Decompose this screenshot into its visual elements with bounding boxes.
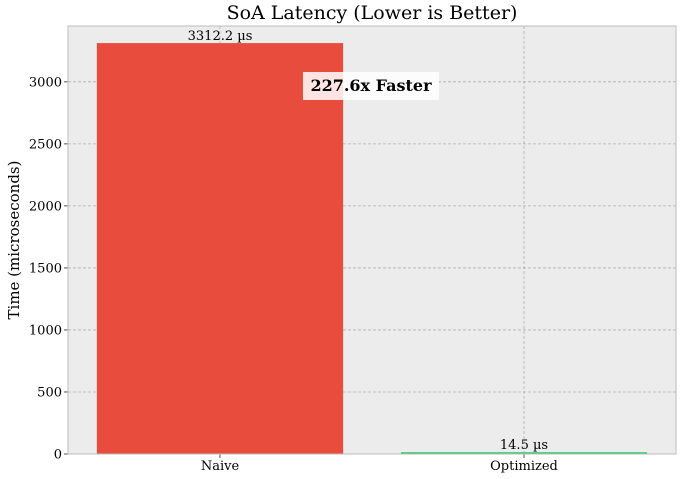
y-axis-label: Time (microseconds) <box>5 161 23 320</box>
y-tick-label: 500 <box>37 385 62 400</box>
bar-naive <box>96 43 344 455</box>
speedup-annotation: 227.6x Faster <box>303 72 439 100</box>
bar-value-labels: 3312.2 µs 14.5 µs <box>188 29 548 453</box>
y-tick-label: 3000 <box>29 75 62 90</box>
y-tick-label: 1000 <box>29 323 62 338</box>
x-axis-ticks: Naive Optimized <box>201 454 558 474</box>
plot-frame <box>67 25 677 455</box>
x-tick-label: Naive <box>201 459 240 474</box>
x-tick-label: Optimized <box>490 459 558 474</box>
bar-value-label: 3312.2 µs <box>188 29 253 44</box>
y-tick-label: 0 <box>54 448 62 463</box>
y-tick-label: 1500 <box>29 261 62 276</box>
annotation-box <box>303 72 439 100</box>
annotation-text: 227.6x Faster <box>310 76 432 95</box>
bar-value-label: 14.5 µs <box>500 438 548 453</box>
y-tick-label: 2000 <box>29 199 62 214</box>
bars <box>96 43 648 455</box>
y-axis-ticks: 0 500 1000 1500 2000 2500 3000 <box>29 75 68 463</box>
bar-optimized <box>400 452 648 454</box>
chart-title: SoA Latency (Lower is Better) <box>227 2 518 24</box>
y-tick-label: 2500 <box>29 137 62 152</box>
